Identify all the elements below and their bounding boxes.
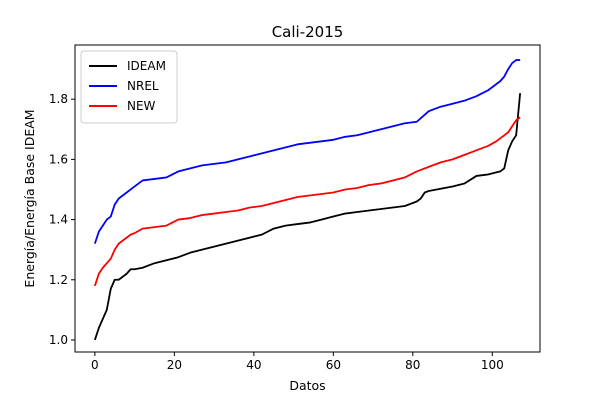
legend-label-ideam: IDEAM [127, 59, 166, 73]
y-tick-label: 1.4 [49, 213, 68, 227]
y-axis-label: Energía/Energía Base IDEAM [22, 109, 37, 287]
legend-label-new: NEW [127, 99, 156, 113]
series-line-new [94, 116, 521, 287]
legend-label-nrel: NREL [127, 79, 159, 93]
plot-lines [94, 59, 522, 341]
x-axis-ticks: 0 20 40 60 80 100 [91, 352, 504, 372]
x-tick-label: 40 [246, 358, 261, 372]
y-tick-label: 1.8 [49, 92, 68, 106]
x-tick-label: 100 [481, 358, 504, 372]
series-line-nrel [94, 59, 521, 244]
legend: IDEAM NREL NEW [80, 50, 178, 124]
x-axis-label: Datos [289, 378, 325, 393]
x-tick-label: 80 [405, 358, 420, 372]
x-tick-label: 20 [167, 358, 182, 372]
y-tick-label: 1.2 [49, 273, 68, 287]
x-tick-label: 0 [91, 358, 99, 372]
y-axis-ticks: 1.0 1.2 1.4 1.6 1.8 [49, 92, 75, 347]
plot-frame [74, 44, 541, 353]
series-line-ideam [94, 93, 522, 341]
chart-title: Cali-2015 [272, 23, 344, 41]
x-tick-label: 60 [326, 358, 341, 372]
y-tick-label: 1.0 [49, 333, 68, 347]
y-tick-label: 1.6 [49, 152, 68, 166]
